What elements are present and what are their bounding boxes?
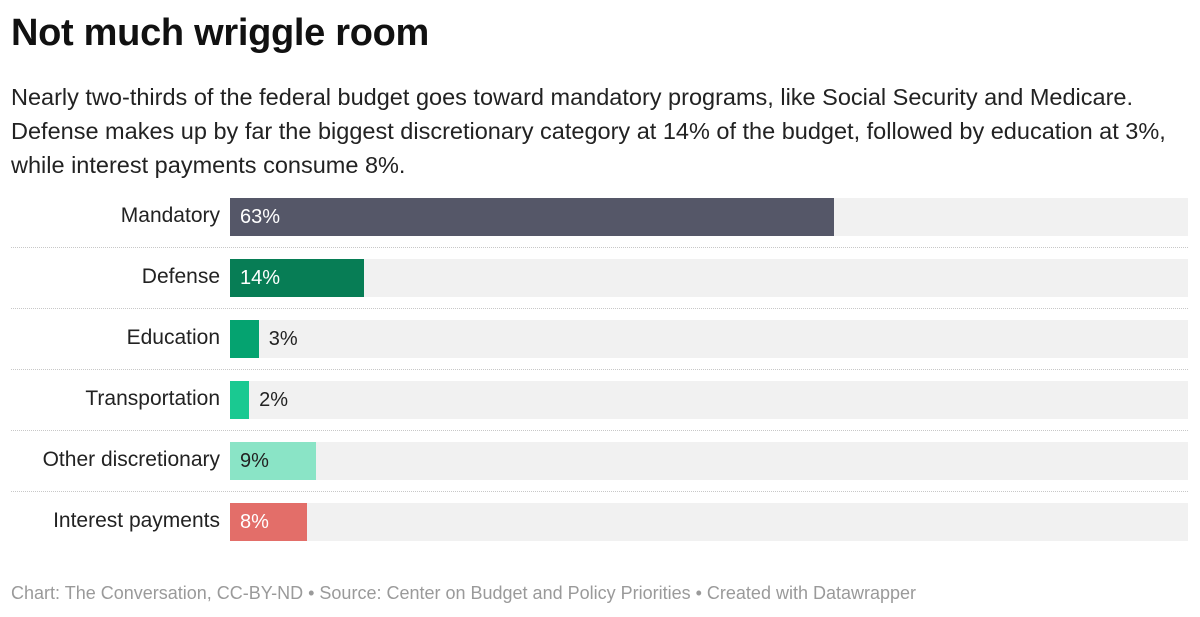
bar — [230, 320, 259, 358]
bar-track: 8% — [230, 503, 1188, 541]
bar-track: 9% — [230, 442, 1188, 480]
bar-row: Mandatory 63% — [0, 196, 1200, 257]
value-label: 14% — [240, 267, 281, 289]
row-separator — [11, 491, 1188, 492]
bar-track: 63% — [230, 198, 1188, 236]
category-label: Education — [126, 326, 220, 349]
row-separator — [11, 369, 1188, 370]
chart-subtitle: Nearly two-thirds of the federal budget … — [11, 84, 1166, 178]
value-label: 2% — [259, 389, 289, 411]
value-label: 9% — [240, 450, 269, 472]
bar-row: Interest payments 8% — [0, 501, 1200, 562]
value-label: 63% — [240, 206, 281, 228]
bar — [230, 442, 317, 480]
category-label: Defense — [141, 265, 220, 288]
category-label: Mandatory — [120, 204, 220, 227]
bar-row: Defense 14% — [0, 257, 1200, 318]
bar — [230, 503, 307, 541]
bar-chart: Mandatory 63% Defense 14% Education 3% Transpo… — [0, 196, 1200, 548]
bar-track: 14% — [230, 259, 1188, 297]
bar-track: 3% — [230, 320, 1188, 358]
chart-footer: Chart: The Conversation, CC-BY-ND • Sour… — [11, 583, 917, 603]
value-label: 8% — [240, 511, 269, 533]
category-label: Interest payments — [53, 509, 220, 532]
bar — [230, 198, 834, 236]
category-label: Transportation — [85, 387, 220, 410]
row-separator — [11, 247, 1188, 248]
bar-row: Education 3% — [0, 318, 1200, 379]
bar — [230, 381, 250, 419]
bar — [230, 259, 365, 297]
bar-track: 2% — [230, 381, 1188, 419]
chart-title: Not much wriggle room — [11, 12, 430, 54]
bar-row: Transportation 2% — [0, 379, 1200, 440]
row-separator — [11, 308, 1188, 309]
row-separator — [11, 430, 1188, 431]
value-label: 3% — [268, 328, 298, 350]
category-label: Other discretionary — [42, 448, 220, 471]
bar-row: Other discretionary 9% — [0, 440, 1200, 501]
